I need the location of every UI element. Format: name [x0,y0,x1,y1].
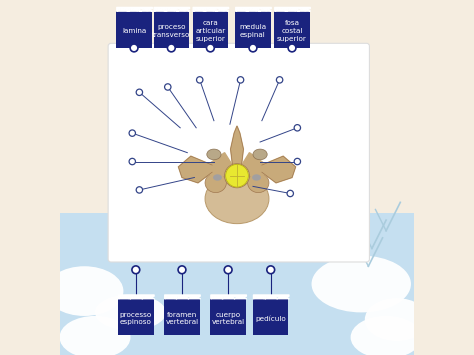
Ellipse shape [205,173,227,192]
Text: pedículo: pedículo [255,315,286,322]
Text: processo
espinoso: processo espinoso [120,312,152,326]
Circle shape [136,187,143,193]
Polygon shape [60,213,414,355]
FancyBboxPatch shape [192,11,228,48]
Circle shape [197,77,203,83]
FancyBboxPatch shape [210,298,246,335]
Polygon shape [205,153,234,183]
Polygon shape [262,156,296,183]
Ellipse shape [205,174,269,224]
Circle shape [288,44,296,52]
Ellipse shape [225,164,249,188]
Text: lamina: lamina [122,28,146,34]
Polygon shape [240,153,269,183]
Ellipse shape [95,295,166,330]
FancyBboxPatch shape [118,298,154,335]
Text: cuerpo
vertebral: cuerpo vertebral [211,312,245,326]
Ellipse shape [365,298,428,341]
Circle shape [164,84,171,90]
Circle shape [287,190,293,197]
Circle shape [294,158,301,165]
Circle shape [136,89,143,95]
Text: medula
espinal: medula espinal [239,24,266,38]
Circle shape [130,44,138,52]
Circle shape [276,77,283,83]
Circle shape [226,164,248,187]
Circle shape [129,130,136,136]
Text: foramen
vertebral: foramen vertebral [165,312,199,326]
Circle shape [249,44,257,52]
FancyBboxPatch shape [253,298,289,335]
Circle shape [224,266,232,274]
Ellipse shape [253,149,267,160]
Circle shape [294,125,301,131]
FancyBboxPatch shape [116,11,152,48]
Ellipse shape [207,149,221,160]
Ellipse shape [252,174,261,181]
Polygon shape [231,126,243,167]
Ellipse shape [351,316,421,355]
Circle shape [132,266,140,274]
Text: proceso
transverso: proceso transverso [152,24,191,38]
Ellipse shape [247,173,269,192]
Circle shape [178,266,186,274]
Text: fosa
costal
superior: fosa costal superior [277,20,307,42]
Circle shape [207,44,214,52]
FancyBboxPatch shape [108,43,369,262]
Circle shape [167,44,175,52]
Polygon shape [178,156,212,183]
Circle shape [129,158,136,165]
Circle shape [237,77,244,83]
FancyBboxPatch shape [235,11,271,48]
Ellipse shape [213,174,222,181]
Ellipse shape [46,266,123,316]
Circle shape [267,266,274,274]
Text: cara
articular
superior: cara articular superior [195,20,226,42]
Ellipse shape [60,316,130,355]
Ellipse shape [311,256,411,312]
FancyBboxPatch shape [274,11,310,48]
FancyBboxPatch shape [164,298,200,335]
FancyBboxPatch shape [154,11,189,48]
